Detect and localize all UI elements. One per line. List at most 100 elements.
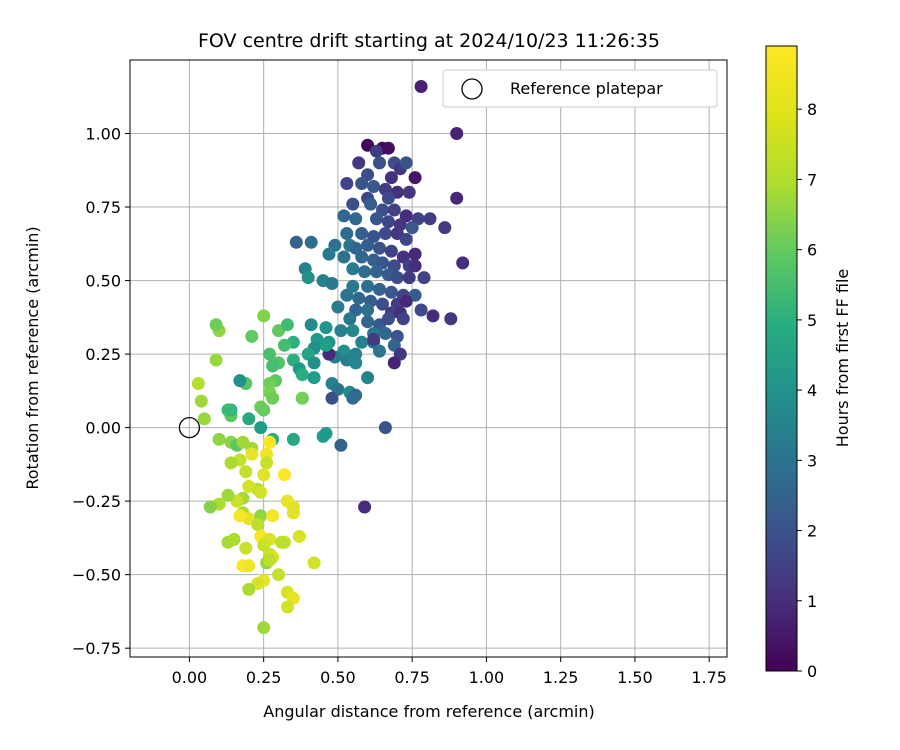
scatter-point <box>408 171 422 185</box>
scatter-point <box>396 312 410 326</box>
colorbar-tick-label: 8 <box>807 100 817 119</box>
scatter-point <box>277 338 291 352</box>
scatter-point <box>402 185 416 199</box>
scatter-point <box>358 265 372 279</box>
scatter-point <box>378 421 392 435</box>
scatter-point <box>402 271 416 285</box>
scatter-point <box>399 156 413 170</box>
scatter-point <box>355 227 369 240</box>
y-tick-label: 0.00 <box>85 419 121 438</box>
colorbar-ticks: 0 1 2 3 4 5 6 7 8 <box>797 100 817 681</box>
scatter-point <box>209 318 223 332</box>
scatter-point <box>346 324 360 338</box>
scatter-point <box>266 391 280 405</box>
plot-frame <box>129 59 728 658</box>
scatter-point <box>361 303 375 317</box>
scatter-point <box>450 191 464 205</box>
scatter-point <box>272 568 285 582</box>
scatter-point <box>340 288 354 302</box>
colorbar: 0 1 2 3 4 5 6 7 8 Hours from first FF file <box>765 45 852 681</box>
scatter-point <box>194 394 208 408</box>
x-tick-label: 1.50 <box>617 668 653 687</box>
scatter-point <box>381 191 395 205</box>
scatter-point <box>254 421 268 435</box>
scatter-point <box>361 279 375 293</box>
colorbar-tick-label: 6 <box>807 241 817 260</box>
scatter-point <box>426 309 440 323</box>
scatter-point <box>203 500 217 514</box>
scatter-point <box>319 338 333 352</box>
scatter-point <box>227 532 241 546</box>
scatter-point <box>381 141 395 155</box>
scatter-point <box>239 465 253 479</box>
scatter-point <box>381 215 395 229</box>
scatter-point <box>384 244 398 258</box>
scatter-point <box>367 180 381 193</box>
scatter-point <box>390 271 404 285</box>
scatter-point <box>307 556 321 570</box>
scatter-point <box>233 374 247 388</box>
scatter-point <box>444 312 458 326</box>
scatter-point <box>361 238 375 252</box>
scatter-point <box>370 144 383 158</box>
scatter-point <box>355 177 369 190</box>
scatter-point <box>304 235 318 249</box>
scatter-point <box>376 297 389 311</box>
scatter-point <box>340 227 354 240</box>
y-tick-label: 0.25 <box>85 345 121 364</box>
scatter-point <box>242 582 256 596</box>
scatter-point <box>361 315 375 329</box>
scatter-point <box>343 312 357 326</box>
scatter-point <box>257 309 271 323</box>
y-tick-label: −0.75 <box>72 639 121 658</box>
scatter-point <box>319 427 333 440</box>
scatter-point <box>378 227 392 240</box>
colorbar-tick-label: 4 <box>807 381 817 400</box>
y-tick-label: 1.00 <box>85 125 121 144</box>
scatter-point <box>346 262 360 276</box>
scatter-point <box>209 353 223 367</box>
scatter-point <box>352 156 366 170</box>
scatter-point <box>245 329 259 343</box>
x-tick-label: 1.75 <box>691 668 727 687</box>
scatter-point <box>280 600 294 614</box>
scatter-point <box>417 271 431 285</box>
scatter-point <box>423 212 437 226</box>
scatter-point <box>286 500 300 514</box>
scatter-point <box>378 327 392 340</box>
scatter-point <box>408 247 422 261</box>
scatter-point <box>331 300 345 314</box>
scatter-point <box>307 356 321 370</box>
scatter-point <box>387 203 401 217</box>
scatter-point <box>337 250 351 264</box>
scatter-point <box>414 303 428 317</box>
scatter-point <box>263 347 277 361</box>
scatter-point <box>212 432 226 446</box>
x-tick-label: 0.75 <box>394 668 430 687</box>
scatter-point <box>224 456 238 470</box>
scatter-point <box>456 256 470 270</box>
colorbar-label: Hours from first FF file <box>833 269 852 448</box>
scatter-point <box>301 271 315 285</box>
scatter-point <box>307 371 321 385</box>
scatter-point <box>349 212 363 226</box>
scatter-point <box>242 479 256 493</box>
scatter-point <box>260 456 274 470</box>
scatter-point <box>325 277 339 290</box>
scatter-point <box>367 332 381 346</box>
scatter-point <box>334 438 348 452</box>
legend: Reference platepar <box>442 69 718 108</box>
scatter-point <box>257 621 271 635</box>
colorbar-tick-label: 5 <box>807 311 817 330</box>
scatter-point <box>319 321 333 335</box>
scatter-point <box>384 171 398 185</box>
x-axis-label: Angular distance from reference (arcmin) <box>263 702 594 721</box>
scatter-point <box>325 391 339 405</box>
scatter-point <box>373 156 386 170</box>
scatter-point <box>263 553 277 567</box>
legend-entry-label: Reference platepar <box>510 79 663 98</box>
scatter-point <box>245 447 259 461</box>
scatter-point <box>337 209 351 223</box>
scatter-point <box>292 529 306 543</box>
scatter-point <box>221 403 235 417</box>
